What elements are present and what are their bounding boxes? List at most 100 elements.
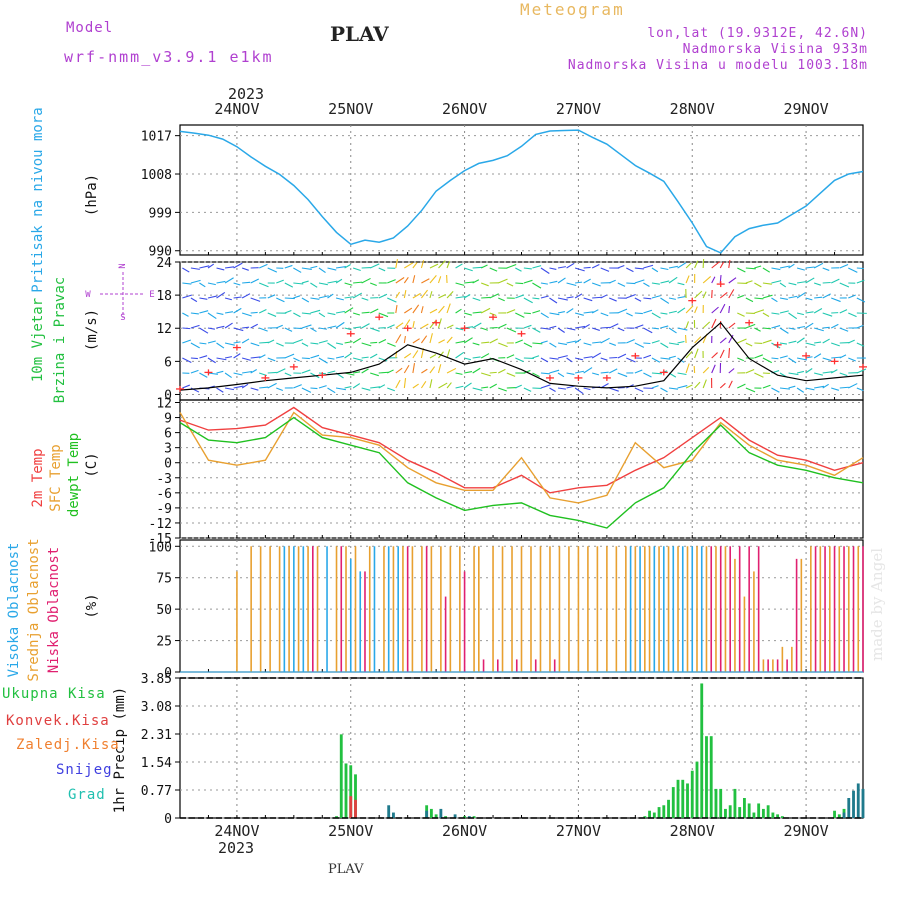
wind-arrow — [660, 312, 668, 315]
y-tick-label: 75 — [156, 572, 172, 587]
wind-arrow — [711, 352, 718, 359]
wind-arrow — [267, 267, 278, 273]
wind-arrow — [779, 297, 788, 300]
wind-arrow — [822, 293, 831, 299]
wind-arrow — [404, 307, 413, 314]
wind-arrow — [216, 342, 225, 349]
wind-arrow — [233, 353, 241, 359]
wind-arrow — [805, 368, 813, 374]
precip-bar — [728, 805, 732, 818]
wind-arrow — [779, 387, 790, 390]
pressure-axis-unit: (hPa) — [84, 174, 100, 216]
wind-arrow — [540, 327, 551, 330]
wind-arrow — [745, 387, 756, 393]
wind-arrow — [609, 387, 619, 392]
wind-arrow — [762, 384, 771, 389]
wind-arrow — [737, 357, 744, 362]
wind-arrow — [429, 263, 439, 269]
precip-bar — [657, 807, 661, 818]
y-tick-label: -3 — [156, 472, 172, 487]
wind-arrow — [771, 280, 782, 284]
wind-arrow — [856, 387, 864, 392]
wind-arrow — [557, 372, 565, 378]
wind-arrow — [258, 309, 267, 314]
top-date-label: 28NOV — [670, 100, 715, 118]
wind-arrow — [199, 342, 207, 345]
wind-arrow — [660, 267, 669, 271]
wind-arrow — [472, 367, 481, 374]
wind-arrow — [762, 282, 772, 285]
wind-arrow — [489, 383, 497, 389]
wind-arrow — [182, 327, 191, 330]
wind-arrow — [609, 279, 616, 284]
legend-conv: Konvek.Kisa — [6, 713, 110, 729]
wind-arrow — [327, 342, 337, 349]
wind-arrow — [805, 277, 815, 284]
wind-arrow — [617, 264, 625, 269]
wind-arrow — [848, 357, 856, 362]
wind-arrow — [831, 297, 841, 303]
precipitation-panel: 3.85 3.08 2.31 1.54 0.77 0 — [141, 672, 865, 827]
wind-arrow — [788, 263, 795, 269]
wind-arrow — [403, 364, 410, 374]
watermark: made by Angel — [868, 548, 886, 662]
wind-arrow — [651, 282, 660, 285]
wind-arrow — [660, 297, 670, 304]
wind-arrow — [361, 311, 370, 314]
wind-arrow — [489, 267, 498, 272]
wind-arrow — [822, 383, 829, 389]
wind-arrow — [643, 327, 653, 334]
wind-arrow — [839, 309, 848, 314]
model-label: Model — [66, 20, 114, 36]
wind-arrow — [848, 312, 857, 318]
wind-arrow — [762, 339, 772, 344]
wind-arrow — [549, 325, 557, 329]
wind-arrow — [574, 387, 584, 395]
wind-arrow — [788, 327, 796, 330]
wind-arrow — [814, 296, 823, 299]
temp-axis-name-3: dewpt Temp — [66, 433, 82, 517]
precip-bar — [771, 812, 775, 818]
wind-arrow — [796, 292, 806, 299]
wind-arrow — [506, 372, 516, 377]
wind-arrow — [284, 297, 295, 300]
wind-arrow — [327, 312, 336, 316]
wind-arrow — [420, 289, 428, 299]
wind-arrow — [395, 334, 402, 344]
wind-arrow — [216, 325, 225, 329]
bottom-date-label: 29NOV — [784, 822, 829, 840]
wind-arrow — [344, 327, 352, 331]
wind-arrow — [728, 289, 735, 299]
wind-arrow — [677, 372, 687, 376]
wind-arrow — [651, 340, 660, 344]
wind-arrow — [549, 267, 557, 270]
wind-arrow — [643, 342, 651, 345]
wind-arrow — [515, 267, 522, 272]
wind-arrow — [421, 323, 429, 329]
wind-arrow — [403, 378, 407, 389]
wind-arrow — [754, 327, 761, 332]
y-tick-label: 24 — [156, 256, 172, 271]
wind-arrow — [353, 371, 361, 374]
wind-arrow — [438, 305, 445, 314]
wind-arrow — [335, 342, 344, 345]
wind-arrow — [335, 278, 343, 284]
wind-arrow — [617, 327, 625, 332]
top-date-label: 24NOV — [214, 100, 259, 118]
wind-arrow — [634, 342, 645, 348]
wind-arrow — [207, 357, 216, 364]
cloud-panel: 100 75 50 25 0 — [149, 539, 864, 681]
wind-arrow — [532, 372, 540, 378]
wind-arrow — [378, 267, 386, 272]
wind-arrow — [463, 357, 472, 361]
wind-arrow — [284, 264, 293, 269]
wind-arrow — [651, 295, 661, 299]
bottom-date-label: 27NOV — [556, 822, 601, 840]
y-tick-label: 3.08 — [141, 700, 172, 715]
wind-arrow — [839, 386, 849, 389]
precip-bar — [444, 816, 448, 818]
wind-arrow — [515, 312, 525, 318]
y-tick-label: -6 — [156, 487, 172, 502]
wind-arrow — [566, 372, 575, 375]
wind-arrow — [788, 385, 796, 389]
